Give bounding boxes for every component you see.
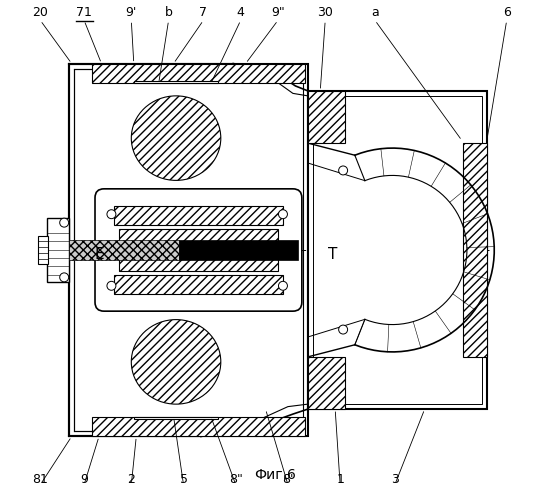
Bar: [114, 242, 283, 258]
Text: 2: 2: [127, 473, 135, 486]
Text: b: b: [165, 6, 172, 19]
Bar: [308, 91, 345, 143]
Text: Фиг.6: Фиг.6: [255, 468, 296, 481]
Text: 4: 4: [237, 6, 245, 19]
Bar: [119, 228, 278, 242]
Bar: [134, 81, 218, 84]
Bar: [308, 357, 345, 409]
Text: 8": 8": [229, 473, 242, 486]
Polygon shape: [313, 96, 482, 404]
Circle shape: [339, 166, 348, 175]
Text: 9': 9': [126, 6, 137, 19]
Ellipse shape: [131, 320, 221, 404]
Text: 30: 30: [317, 6, 333, 19]
Text: 9": 9": [271, 6, 285, 19]
Text: 7: 7: [199, 6, 207, 19]
Circle shape: [107, 282, 116, 290]
Ellipse shape: [131, 96, 221, 180]
Text: 81: 81: [33, 473, 48, 486]
Text: 3: 3: [391, 473, 399, 486]
Circle shape: [278, 210, 288, 218]
Circle shape: [278, 282, 288, 290]
Bar: [38, 236, 48, 264]
Polygon shape: [308, 91, 487, 409]
Bar: [119, 258, 278, 272]
Bar: [463, 143, 487, 357]
Text: a: a: [371, 6, 379, 19]
Text: 20: 20: [33, 6, 48, 19]
Circle shape: [60, 273, 69, 282]
Bar: [47, 218, 69, 282]
Bar: [114, 206, 283, 225]
Bar: [91, 416, 305, 436]
Circle shape: [107, 210, 116, 218]
Text: 8': 8': [282, 473, 294, 486]
Text: 6: 6: [503, 6, 511, 19]
Polygon shape: [69, 64, 308, 436]
Text: 71: 71: [76, 6, 92, 19]
Text: 9: 9: [80, 473, 88, 486]
Bar: [91, 64, 305, 84]
Text: T: T: [328, 248, 338, 262]
Bar: [134, 416, 218, 419]
Text: 5: 5: [180, 473, 187, 486]
Polygon shape: [74, 68, 303, 432]
FancyBboxPatch shape: [95, 189, 302, 311]
Bar: [114, 275, 283, 294]
Bar: [179, 240, 298, 260]
Text: 1: 1: [336, 473, 344, 486]
Circle shape: [60, 218, 69, 227]
Circle shape: [339, 325, 348, 334]
Bar: [69, 240, 179, 260]
Text: E: E: [94, 248, 104, 262]
